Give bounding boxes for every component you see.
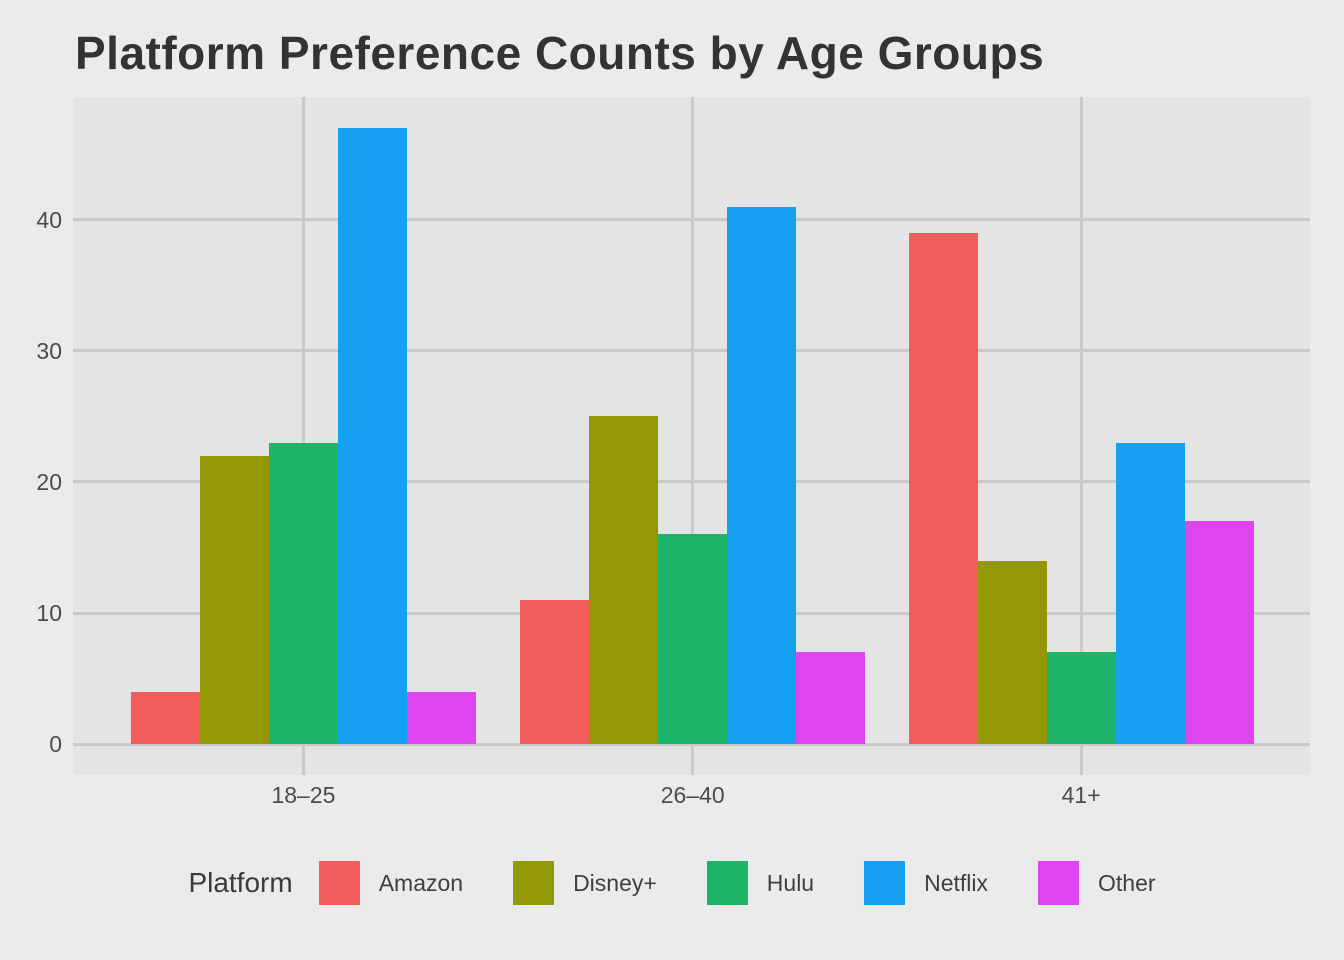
x-gridline-2 — [691, 97, 695, 775]
x-tick-label-1: 18–25 — [271, 782, 336, 808]
legend-entry-other: Other — [1038, 861, 1156, 905]
x-tick-label-2: 26–40 — [660, 782, 725, 808]
legend-swatch-icon — [513, 861, 555, 905]
y-tick-label-10: 10 — [36, 600, 62, 627]
legend-label: Other — [1098, 869, 1156, 896]
legend-label: Disney+ — [573, 869, 657, 896]
bar-netflix-1 — [337, 127, 407, 745]
bar-amazon-3 — [908, 232, 978, 745]
bar-other-3 — [1184, 521, 1254, 745]
legend-label: Hulu — [766, 869, 815, 896]
legend-swatch-icon — [864, 861, 906, 905]
legend-entry-netflix: Netflix — [864, 861, 988, 905]
legend-entry-hulu: Hulu — [706, 861, 815, 905]
bar-amazon-2 — [520, 599, 590, 745]
legend-swatch-icon — [318, 861, 360, 905]
legend-swatch-icon — [706, 861, 748, 905]
bar-amazon-1 — [130, 691, 200, 745]
legend-title: Platform — [188, 867, 293, 898]
legend-label: Netflix — [924, 869, 989, 896]
bar-netflix-2 — [727, 206, 797, 745]
plot-panel — [73, 97, 1310, 775]
bar-hulu-2 — [658, 534, 728, 745]
bar-other-2 — [796, 652, 866, 745]
bar-netflix-3 — [1115, 442, 1185, 745]
legend-entries: Amazon Disney+ Hulu Netflix Other — [318, 861, 1156, 905]
y-tick-label-0: 0 — [49, 731, 62, 758]
bar-hulu-3 — [1046, 652, 1116, 745]
bar-disney-2 — [589, 416, 659, 745]
chart-title: Platform Preference Counts by Age Groups — [75, 27, 1045, 79]
legend-swatch-icon — [1038, 861, 1080, 905]
x-tick-label-3: 41+ — [1061, 782, 1101, 808]
bar-disney-1 — [199, 455, 269, 745]
legend-entry-disney: Disney+ — [513, 861, 657, 905]
bar-disney-3 — [977, 560, 1047, 745]
y-tick-label-30: 30 — [36, 337, 62, 364]
x-gridline-1 — [301, 97, 305, 775]
legend: Platform Amazon Disney+ Hulu Netflix Other — [0, 850, 1344, 916]
x-gridline-3 — [1079, 97, 1083, 775]
legend-entry-amazon: Amazon — [318, 861, 464, 905]
bar-other-1 — [406, 691, 476, 745]
y-tick-label-20: 20 — [36, 468, 62, 495]
legend-label: Amazon — [378, 869, 464, 896]
bar-hulu-1 — [268, 442, 338, 745]
y-tick-label-40: 40 — [36, 206, 62, 233]
